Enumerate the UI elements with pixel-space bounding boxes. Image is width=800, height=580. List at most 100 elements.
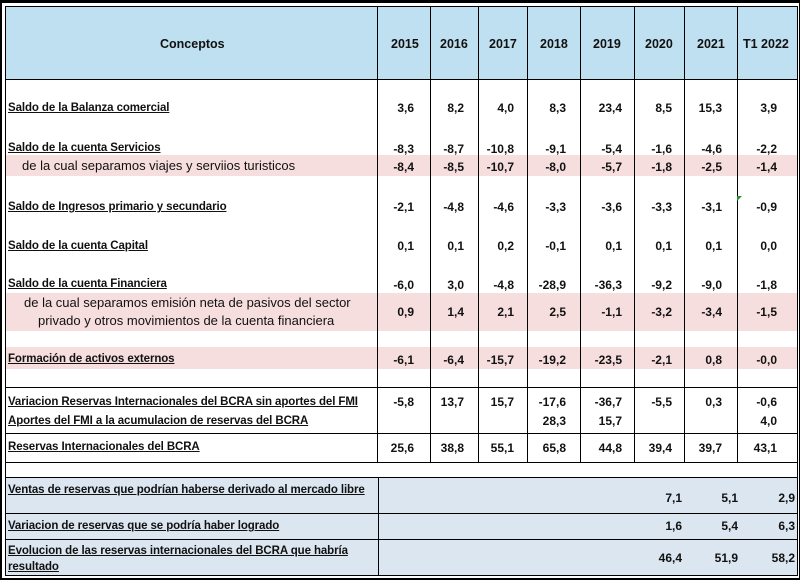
row-label: de la cual separamos viajes y serviios t… [22, 158, 296, 173]
cell-value: -1,8 [756, 278, 777, 292]
cell-value: -2,2 [756, 142, 777, 156]
cell-value: -28,9 [538, 278, 566, 292]
band-ventas [6, 477, 797, 513]
cell-value: 7,1 [665, 491, 682, 505]
row-label: privado y otros movimientos de la cuenta… [38, 313, 335, 328]
cell-value: 15,7 [490, 395, 514, 409]
cell-value: -2,1 [393, 200, 414, 214]
cell-value: 44,8 [598, 441, 622, 455]
header-conceptos: Conceptos [160, 37, 225, 51]
cell-value: -9,0 [701, 278, 722, 292]
cell-value: -9,2 [651, 278, 672, 292]
bottom-row-label: Evolucion de las reservas internacionale… [8, 545, 348, 573]
cell-value: -8,4 [393, 160, 414, 174]
header-year: T1 2022 [743, 37, 789, 51]
cell-value: -5,8 [393, 395, 414, 409]
band-viajes [6, 155, 797, 176]
row-label: Saldo de Ingresos primario y secundario [8, 201, 227, 213]
cell-value: 0,1 [655, 239, 672, 253]
band-formacion [6, 347, 797, 369]
row-label: Aportes del FMI a la acumulacion de rese… [8, 415, 309, 427]
header-year: 2016 [440, 37, 468, 51]
cell-value: -6,4 [443, 353, 464, 367]
cell-value: -36,3 [594, 278, 622, 292]
cell-value: -6,1 [393, 353, 414, 367]
cell-value: -5,7 [601, 160, 622, 174]
cell-value: 15,3 [698, 101, 722, 115]
cell-value: 39,7 [698, 441, 722, 455]
cell-value: 4,0 [497, 101, 514, 115]
row-label: Saldo de la cuenta Capital [8, 240, 148, 252]
bottom-row-label: Variacion de reservas que se podría habe… [8, 520, 280, 532]
cell-value: 0,1 [447, 239, 464, 253]
cell-value: 55,1 [490, 441, 514, 455]
cell-value: 25,6 [390, 441, 414, 455]
cell-value: 0,1 [397, 239, 414, 253]
cell-value: -6,0 [393, 278, 414, 292]
cell-value: -8,7 [443, 142, 464, 156]
band-evolucion [6, 539, 797, 575]
header-year: 2015 [391, 37, 419, 51]
row-label: Saldo de la Balanza comercial [8, 102, 170, 114]
cell-value: -3,2 [651, 305, 672, 319]
cell-value: 1,6 [665, 519, 682, 533]
cell-value: -1,5 [756, 305, 777, 319]
cell-value: 13,7 [440, 395, 464, 409]
cell-value: 0,1 [705, 239, 722, 253]
cell-value: -3,3 [651, 200, 672, 214]
row-label: Variacion Reservas Internacionales del B… [8, 396, 358, 408]
cell-value: -1,4 [756, 160, 777, 174]
header-year: 2019 [593, 37, 621, 51]
band-emision [6, 293, 797, 331]
cell-value: -3,3 [545, 200, 566, 214]
cell-value: 3,0 [447, 278, 464, 292]
row-label: Reservas Internacionales del BCRA [8, 441, 200, 453]
band-variacion [6, 513, 797, 539]
cell-marker-icon [737, 196, 742, 201]
balance-table: Conceptos 2015 2016 2017 2018 2019 2020 … [2, 3, 799, 578]
cell-value: -3,4 [701, 305, 722, 319]
cell-value: 65,8 [542, 441, 566, 455]
cell-value: 15,7 [598, 414, 622, 428]
cell-value: -2,1 [651, 353, 672, 367]
cell-value: -0,1 [545, 239, 566, 253]
cell-value: 4,0 [760, 414, 777, 428]
row-label: Saldo de la cuenta Servicios [8, 142, 161, 154]
cell-value: 58,2 [771, 551, 795, 565]
cell-value: -23,5 [594, 353, 622, 367]
cell-value: -19,2 [538, 353, 566, 367]
cell-value: 23,4 [598, 101, 622, 115]
cell-value: -8,3 [393, 142, 414, 156]
cell-value: -3,1 [701, 200, 722, 214]
cell-value: -0,9 [756, 200, 777, 214]
cell-value: -2,5 [701, 160, 722, 174]
cell-value: -4,8 [443, 200, 464, 214]
cell-value: 5,4 [721, 519, 738, 533]
cell-value: 2,9 [778, 491, 795, 505]
cell-value: 6,3 [778, 519, 795, 533]
cell-value: -1,8 [651, 160, 672, 174]
row-label: de la cual separamos emisión neta de pas… [24, 295, 351, 310]
cell-value: 1,4 [447, 305, 464, 319]
cell-value: -10,8 [486, 142, 514, 156]
cell-value: -0,0 [756, 353, 777, 367]
cell-value: -9,1 [545, 142, 566, 156]
cell-value: -15,7 [486, 353, 514, 367]
cell-value: -4,6 [493, 200, 514, 214]
header-year: 2021 [697, 37, 725, 51]
cell-value: 0,2 [497, 239, 514, 253]
cell-value: 43,1 [753, 441, 777, 455]
cell-value: 38,8 [440, 441, 464, 455]
cell-value: 0,1 [605, 239, 622, 253]
cell-value: 39,4 [648, 441, 672, 455]
cell-value: -1,1 [601, 305, 622, 319]
cell-value: 46,4 [658, 551, 682, 565]
cell-value: 0,3 [705, 395, 722, 409]
cell-value: -0,6 [756, 395, 777, 409]
bottom-row-label: Ventas de reservas que podrían haberse d… [8, 484, 365, 496]
cell-value: -4,6 [701, 142, 722, 156]
row-label: Saldo de la cuenta Financiera [8, 278, 167, 290]
cell-value: -4,8 [493, 278, 514, 292]
cell-value: 8,2 [447, 101, 464, 115]
cell-value: -3,6 [601, 200, 622, 214]
